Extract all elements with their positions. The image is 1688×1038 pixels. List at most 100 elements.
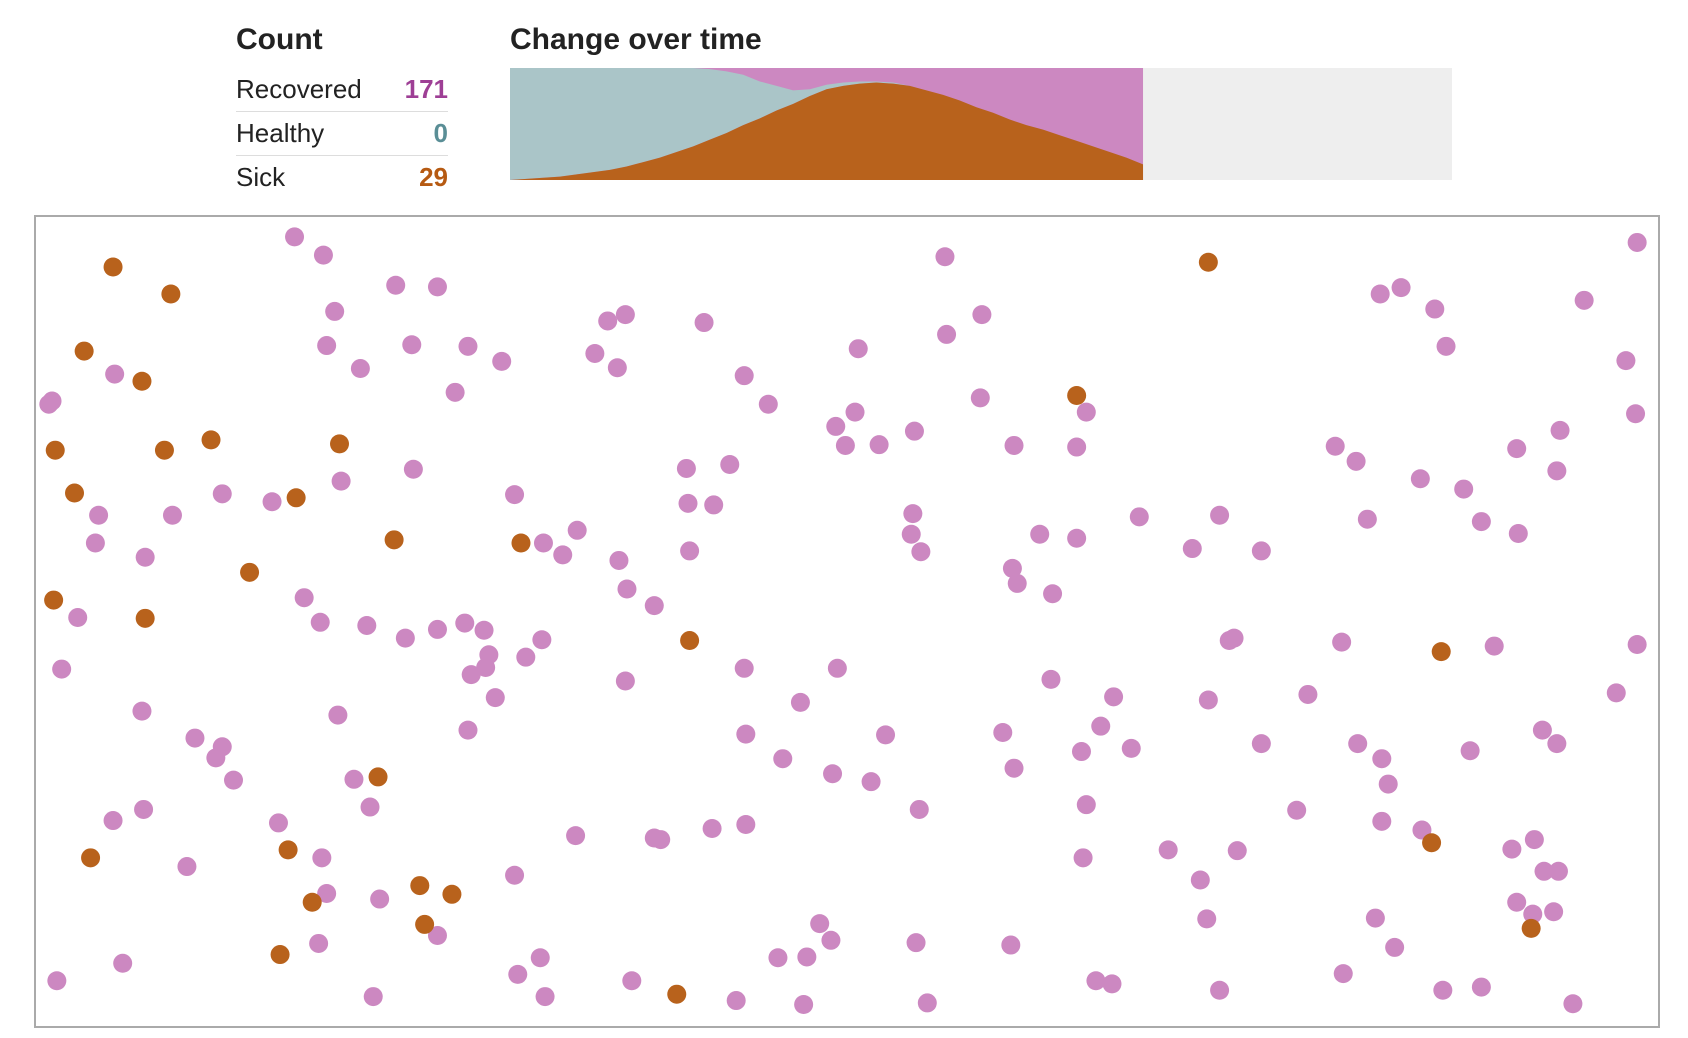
dot-recovered [533, 533, 553, 553]
dot-recovered [935, 247, 955, 267]
dot-recovered [1507, 892, 1527, 912]
dot-recovered [1508, 523, 1528, 543]
area-healthy [510, 68, 1144, 180]
dot-recovered [1325, 436, 1345, 456]
dot-sick [103, 257, 123, 277]
dot-recovered [285, 227, 305, 247]
dot-recovered [1043, 584, 1063, 604]
dot-recovered [134, 799, 154, 819]
dot-recovered [917, 993, 937, 1013]
dot-recovered [585, 343, 605, 363]
dot-recovered [598, 311, 618, 331]
dot-recovered [909, 799, 929, 819]
dot-recovered [532, 630, 552, 650]
dot-recovered [704, 495, 724, 515]
dot-sick [161, 284, 181, 304]
dot-recovered [516, 647, 536, 667]
dot-recovered [1251, 734, 1271, 754]
dot-recovered [1251, 541, 1271, 561]
dot-recovered [1507, 439, 1527, 459]
dot-recovered [615, 305, 635, 325]
dot-sick [45, 440, 65, 460]
count-heading: Count [236, 23, 323, 56]
dot-sick [240, 562, 260, 582]
dot-recovered [768, 948, 788, 968]
dot-recovered [47, 971, 67, 991]
dot-recovered [403, 459, 423, 479]
dot-recovered [1001, 935, 1021, 955]
dot-recovered [1436, 336, 1456, 356]
dot-recovered [505, 485, 525, 505]
dot-sick [368, 767, 388, 787]
dot-sick [511, 533, 531, 553]
dot-recovered [1004, 758, 1024, 778]
dot-recovered [1547, 461, 1567, 481]
dot-recovered [1076, 402, 1096, 422]
dot-recovered [901, 524, 921, 544]
dot-recovered [848, 339, 868, 359]
dot-sick [154, 440, 174, 460]
dot-recovered [1548, 861, 1568, 881]
dot-recovered [427, 277, 447, 297]
dot-recovered [386, 275, 406, 295]
dot-recovered [736, 724, 756, 744]
dot-recovered [458, 720, 478, 740]
dot-recovered [1454, 479, 1474, 499]
dot-sick [330, 434, 350, 454]
dot-sick [201, 430, 221, 450]
dot-recovered [309, 933, 329, 953]
dot-recovered [906, 933, 926, 953]
dot-recovered [720, 454, 740, 474]
dot-recovered [680, 541, 700, 561]
change-over-time-chart [510, 68, 1452, 180]
dot-recovered [1471, 977, 1491, 997]
dot-recovered [1433, 980, 1453, 1000]
dot-recovered [726, 991, 746, 1011]
count-value-healthy: 0 [433, 118, 448, 148]
dot-recovered [317, 336, 337, 356]
dot-recovered [1121, 738, 1141, 758]
dot-recovered [212, 484, 232, 504]
dot-recovered [505, 865, 525, 885]
dot-recovered [1616, 351, 1636, 371]
dot-recovered [39, 394, 59, 414]
dot-recovered [1002, 558, 1022, 578]
dot-recovered [1372, 811, 1392, 831]
dot-recovered [1298, 684, 1318, 704]
dot-recovered [427, 926, 447, 946]
dot-recovered [325, 301, 345, 321]
dot-recovered [1627, 634, 1647, 654]
dot-sick [1067, 385, 1087, 405]
dot-recovered [1346, 451, 1366, 471]
dot-recovered [615, 671, 635, 691]
dot-recovered [445, 382, 465, 402]
count-panel: Count Recovered 171 Healthy 0 Sick 29 [236, 22, 448, 199]
dot-recovered [1332, 632, 1352, 652]
count-label-sick: Sick [236, 162, 286, 192]
dot-recovered [1534, 861, 1554, 881]
dot-recovered [328, 705, 348, 725]
dot-recovered [479, 645, 499, 665]
dot-recovered [1227, 841, 1247, 861]
dot-recovered [1391, 278, 1411, 298]
dot-sick [270, 945, 290, 965]
dot-recovered [132, 701, 152, 721]
dot-sick [135, 608, 155, 628]
dot-recovered [262, 492, 282, 512]
dot-recovered [1007, 573, 1027, 593]
dot-recovered [911, 542, 931, 562]
dot-recovered [1198, 690, 1218, 710]
dot-recovered [1410, 469, 1430, 489]
dot-recovered [826, 416, 846, 436]
dot-recovered [553, 545, 573, 565]
dot-recovered [827, 658, 847, 678]
dot-recovered [1086, 971, 1106, 991]
change-over-time-panel: Change over time [510, 22, 1452, 180]
dot-recovered [1091, 716, 1111, 736]
dot-recovered [1626, 404, 1646, 424]
dot-recovered [622, 971, 642, 991]
dot-recovered [535, 987, 555, 1007]
dot-recovered [1523, 904, 1543, 924]
dot-recovered [344, 769, 364, 789]
count-row-healthy: Healthy 0 [236, 112, 448, 156]
